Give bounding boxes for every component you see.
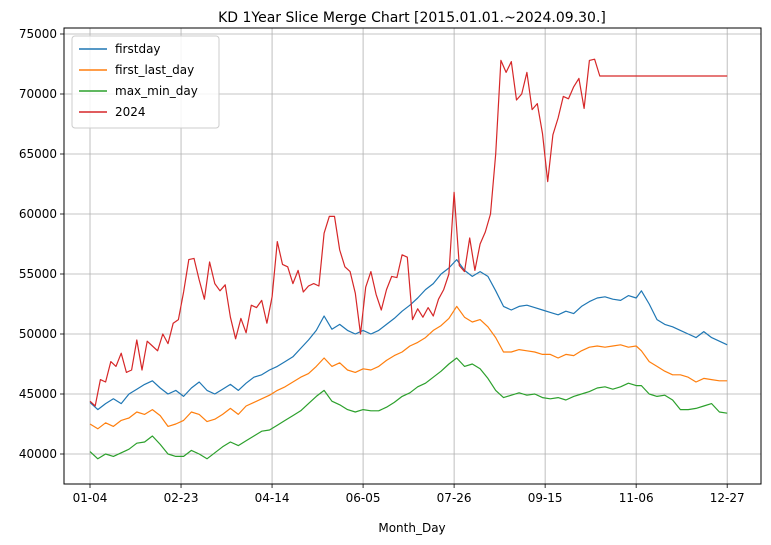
legend-label: 2024 [115,105,146,119]
plot-area [63,27,762,485]
series-line-first-last-day [89,305,728,430]
x-axis-label: Month_Day [378,521,445,535]
legend: firstday first_last_day max_min_day 2024 [71,35,220,129]
y-axis: 40000 45000 50000 55000 60000 65000 70000 75000 [19,27,64,461]
grid [64,28,761,484]
x-tick-label: 12-27 [710,491,745,505]
series-line-2024 [89,58,728,407]
legend-label: first_last_day [115,63,194,77]
series-line-max-min-day [89,357,728,460]
x-tick-label: 02-23 [164,491,199,505]
series-line-firstday [89,259,728,411]
y-tick-label: 60000 [19,207,57,221]
x-tick-label: 07-26 [437,491,472,505]
y-tick-label: 65000 [19,147,57,161]
chart-title: KD 1Year Slice Merge Chart [2015.01.01.~… [218,10,606,26]
y-tick-label: 55000 [19,267,57,281]
y-tick-label: 50000 [19,327,57,341]
x-tick-label: 06-05 [346,491,381,505]
x-tick-label: 09-15 [528,491,563,505]
y-tick-label: 45000 [19,387,57,401]
x-tick-label: 11-06 [619,491,654,505]
y-tick-label: 40000 [19,447,57,461]
legend-box [71,35,220,129]
y-tick-label: 70000 [19,87,57,101]
x-tick-label: 01-04 [73,491,108,505]
legend-label: firstday [115,42,161,56]
y-tick-label: 75000 [19,27,57,41]
x-tick-label: 04-14 [255,491,290,505]
legend-label: max_min_day [115,84,198,98]
series-layer [89,58,728,460]
x-axis: 01-04 02-23 04-14 06-05 07-26 09-15 11-06 12-27 [73,484,745,505]
